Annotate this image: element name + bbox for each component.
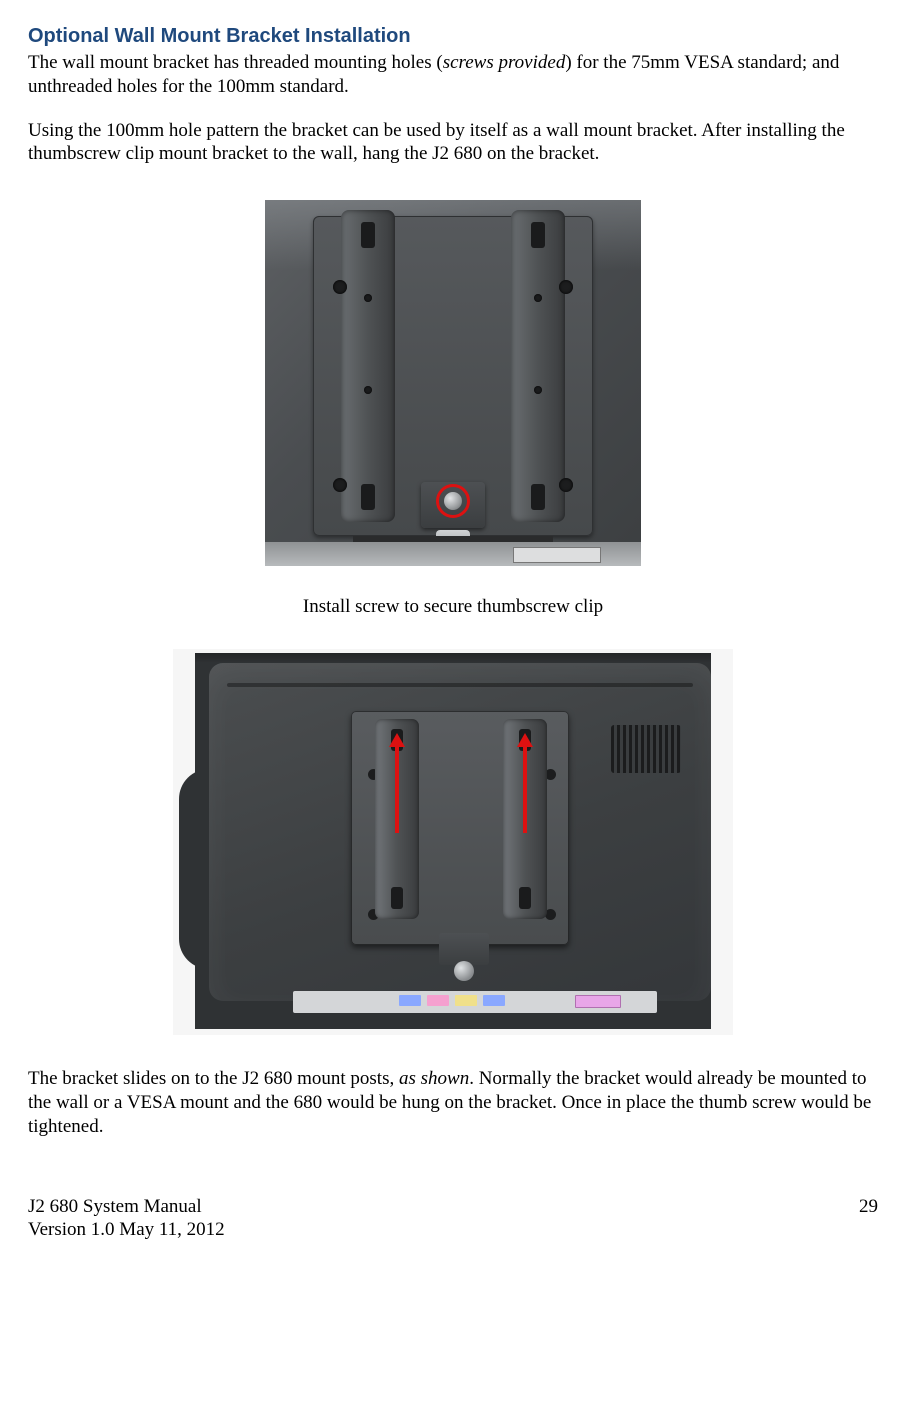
page-number: 29 bbox=[859, 1195, 878, 1219]
port-chip bbox=[455, 995, 477, 1006]
slot bbox=[391, 887, 403, 909]
screw-hole bbox=[534, 386, 542, 394]
para1-pre: The wall mount bracket has threaded moun… bbox=[28, 52, 443, 73]
port-chip bbox=[399, 995, 421, 1006]
highlight-circle-icon bbox=[436, 484, 470, 518]
para3-pre: The bracket slides on to the J2 680 moun… bbox=[28, 1068, 399, 1089]
footer-manual-title: J2 680 System Manual bbox=[28, 1195, 225, 1219]
mount-rail-right bbox=[511, 210, 565, 522]
slot bbox=[519, 887, 531, 909]
page-footer: J2 680 System Manual Version 1.0 May 11,… bbox=[28, 1195, 878, 1243]
port-chip bbox=[483, 995, 505, 1006]
footer-left: J2 680 System Manual Version 1.0 May 11,… bbox=[28, 1195, 225, 1243]
paragraph-3: The bracket slides on to the J2 680 moun… bbox=[28, 1067, 878, 1138]
compliance-label bbox=[513, 547, 601, 563]
paragraph-2: Using the 100mm hole pattern the bracket… bbox=[28, 119, 878, 167]
paragraph-1: The wall mount bracket has threaded moun… bbox=[28, 51, 878, 99]
arrow-up-icon bbox=[395, 745, 399, 833]
thumbscrew-knob bbox=[454, 961, 474, 981]
figure-2-rear-unit bbox=[173, 649, 733, 1035]
slot bbox=[531, 484, 545, 510]
thumbscrew-tab bbox=[439, 933, 489, 965]
para1-italic: screws provided bbox=[443, 52, 566, 73]
slot bbox=[361, 484, 375, 510]
screw-hole bbox=[364, 294, 372, 302]
edge-shadow bbox=[195, 653, 711, 663]
screw-hole bbox=[364, 386, 372, 394]
vent-grille bbox=[611, 725, 681, 773]
port-chip bbox=[427, 995, 449, 1006]
mount-rail-left bbox=[341, 210, 395, 522]
vesa-hole bbox=[559, 280, 573, 294]
vesa-hole bbox=[333, 478, 347, 492]
arrow-up-icon bbox=[523, 745, 527, 833]
port-chip bbox=[575, 995, 621, 1008]
figure-1-wrap bbox=[28, 200, 878, 573]
io-port-label-strip bbox=[293, 991, 657, 1013]
para3-italic: as shown bbox=[399, 1068, 469, 1089]
figure-1-bracket-closeup bbox=[265, 200, 641, 566]
slot bbox=[531, 222, 545, 248]
panel-ridge bbox=[227, 683, 693, 687]
figure-2-wrap bbox=[28, 649, 878, 1042]
screw-hole bbox=[534, 294, 542, 302]
slot bbox=[361, 222, 375, 248]
vesa-hole bbox=[333, 280, 347, 294]
figure-1-caption: Install screw to secure thumbscrew clip bbox=[28, 595, 878, 619]
section-heading: Optional Wall Mount Bracket Installation bbox=[28, 24, 878, 49]
vesa-hole bbox=[559, 478, 573, 492]
footer-version: Version 1.0 May 11, 2012 bbox=[28, 1218, 225, 1242]
